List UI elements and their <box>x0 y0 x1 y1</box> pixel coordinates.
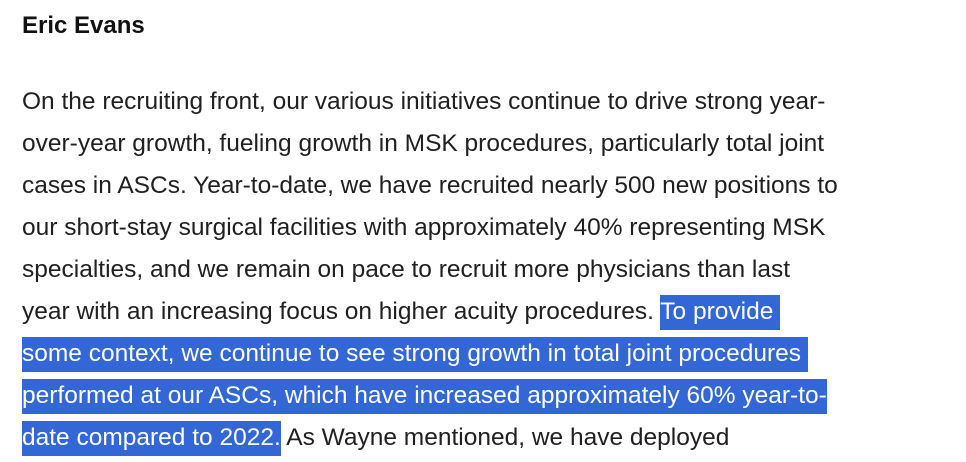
paragraph-line: date compared to 2022. As Wayne mentione… <box>22 417 952 459</box>
speaker-name: Eric Evans <box>22 12 145 39</box>
selected-text[interactable]: some context, we continue to see strong … <box>22 337 808 372</box>
line-text: cases in ASCs. Year-to-date, we have rec… <box>22 172 838 199</box>
paragraph-line: specialties, and we remain on pace to re… <box>22 249 952 291</box>
paragraph-line: over-year growth, fueling growth in MSK … <box>22 123 952 165</box>
line-text: On the recruiting front, our various ini… <box>22 88 826 115</box>
selected-text[interactable]: To provide <box>660 295 781 330</box>
line-text: specialties, and we remain on pace to re… <box>22 256 791 283</box>
line-text: As Wayne mentioned, we have deployed <box>280 424 730 451</box>
line-text: year with an increasing focus on higher … <box>22 298 661 325</box>
paragraph-line: On the recruiting front, our various ini… <box>22 81 952 123</box>
transcript-paragraph[interactable]: On the recruiting front, our various ini… <box>22 81 952 459</box>
line-text: our short-stay surgical facilities with … <box>22 214 826 241</box>
line-text: over-year growth, fueling growth in MSK … <box>22 130 825 157</box>
selected-text[interactable]: performed at our ASCs, which have increa… <box>22 379 827 414</box>
selected-text[interactable]: date compared to 2022. <box>22 421 281 456</box>
paragraph-line: our short-stay surgical facilities with … <box>22 207 952 249</box>
paragraph-line: cases in ASCs. Year-to-date, we have rec… <box>22 165 952 207</box>
paragraph-line: some context, we continue to see strong … <box>22 333 952 375</box>
paragraph-line: year with an increasing focus on higher … <box>22 291 952 333</box>
paragraph-line: performed at our ASCs, which have increa… <box>22 375 952 417</box>
